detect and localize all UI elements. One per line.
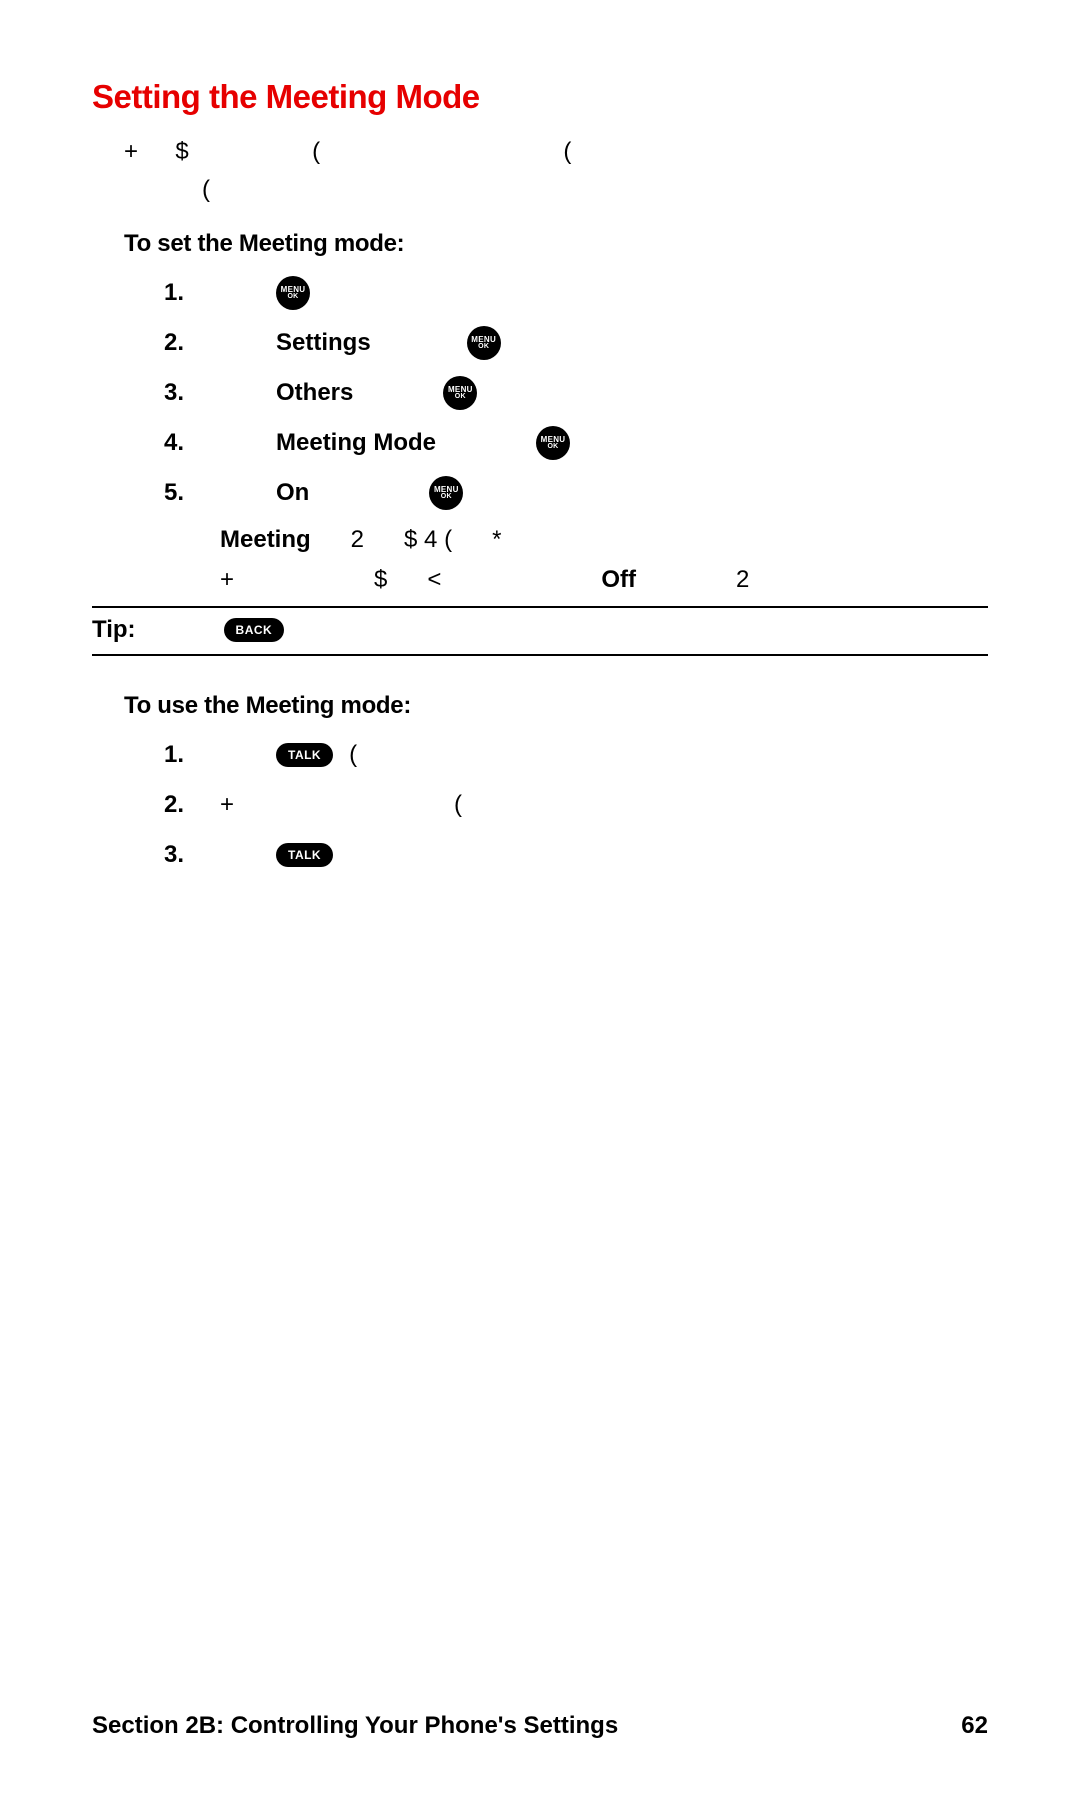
step-3-label: Others xyxy=(276,379,353,407)
step-2: 2. Settings MENU OK xyxy=(164,326,988,360)
footer-page-number: 62 xyxy=(961,1712,988,1740)
extra-line-2: + $ < Off 2 xyxy=(220,566,988,594)
use-step-3-number: 3. xyxy=(164,841,220,869)
extra2-d: Off xyxy=(601,566,636,594)
set-steps-list: 1. MENU OK 2. Settings MENU OK 3. Others… xyxy=(164,276,988,510)
use1-after: ( xyxy=(349,741,357,769)
footer-section-label: Section 2B: Controlling Your Phone's Set… xyxy=(92,1712,618,1740)
step-5-number: 5. xyxy=(164,479,220,507)
use-step-1: 1. TALK ( xyxy=(164,738,988,772)
step-3: 3. Others MENU OK xyxy=(164,376,988,410)
menu-icon-line2: OK xyxy=(287,293,298,300)
step-1: 1. MENU OK xyxy=(164,276,988,310)
back-button-icon: BACK xyxy=(224,618,285,642)
intro-1-a: + xyxy=(124,138,138,165)
extra2-c: < xyxy=(427,566,441,594)
extra1-b: 2 xyxy=(351,526,364,554)
talk-button-icon: TALK xyxy=(276,743,333,767)
use-step-2-number: 2. xyxy=(164,791,220,819)
intro-1-b: $ xyxy=(175,138,188,165)
extra1-d: * xyxy=(492,526,501,554)
menu-icon-line2: OK xyxy=(547,443,558,450)
intro-line-2: ( xyxy=(202,172,988,208)
use-step-3: 3. TALK xyxy=(164,838,988,872)
extra1-c: $ 4 ( xyxy=(404,526,452,554)
use-step-2: 2. + ( xyxy=(164,788,988,822)
step-3-number: 3. xyxy=(164,379,220,407)
tip-row: Tip: BACK xyxy=(92,616,988,644)
step-4-number: 4. xyxy=(164,429,220,457)
use2-a: + xyxy=(220,791,234,819)
divider-bottom xyxy=(92,654,988,656)
tip-label: Tip: xyxy=(92,616,136,644)
set-mode-heading: To set the Meeting mode: xyxy=(124,230,988,258)
menu-ok-icon: MENU OK xyxy=(443,376,477,410)
page-heading: Setting the Meeting Mode xyxy=(92,78,988,116)
extra2-a: + xyxy=(220,566,234,594)
step-2-number: 2. xyxy=(164,329,220,357)
step-2-label: Settings xyxy=(276,329,371,357)
extra2-e: 2 xyxy=(736,566,749,594)
talk-button-icon: TALK xyxy=(276,843,333,867)
intro-line-1: + $ ( ( xyxy=(124,134,988,170)
menu-ok-icon: MENU OK xyxy=(536,426,570,460)
step-1-number: 1. xyxy=(164,279,220,307)
menu-icon-line2: OK xyxy=(441,493,452,500)
intro-1-c: ( xyxy=(312,138,320,165)
intro-2-a: ( xyxy=(202,176,210,203)
extra-line-1: Meeting 2 $ 4 ( * xyxy=(220,526,988,554)
step-4-label: Meeting Mode xyxy=(276,429,436,457)
extra1-a: Meeting xyxy=(220,526,311,554)
use-mode-heading: To use the Meeting mode: xyxy=(124,692,988,720)
intro-1-d: ( xyxy=(563,138,571,165)
step-5-label: On xyxy=(276,479,309,507)
use-steps-list: 1. TALK ( 2. + ( 3. TALK xyxy=(164,738,988,872)
menu-icon-line2: OK xyxy=(455,393,466,400)
menu-ok-icon: MENU OK xyxy=(429,476,463,510)
step-5: 5. On MENU OK xyxy=(164,476,988,510)
use2-b: ( xyxy=(454,791,462,819)
extra2-b: $ xyxy=(374,566,387,594)
use-step-1-number: 1. xyxy=(164,741,220,769)
step-4: 4. Meeting Mode MENU OK xyxy=(164,426,988,460)
divider-top xyxy=(92,606,988,608)
menu-icon-line2: OK xyxy=(478,343,489,350)
menu-ok-icon: MENU OK xyxy=(276,276,310,310)
page-footer: Section 2B: Controlling Your Phone's Set… xyxy=(92,1712,988,1740)
menu-ok-icon: MENU OK xyxy=(467,326,501,360)
